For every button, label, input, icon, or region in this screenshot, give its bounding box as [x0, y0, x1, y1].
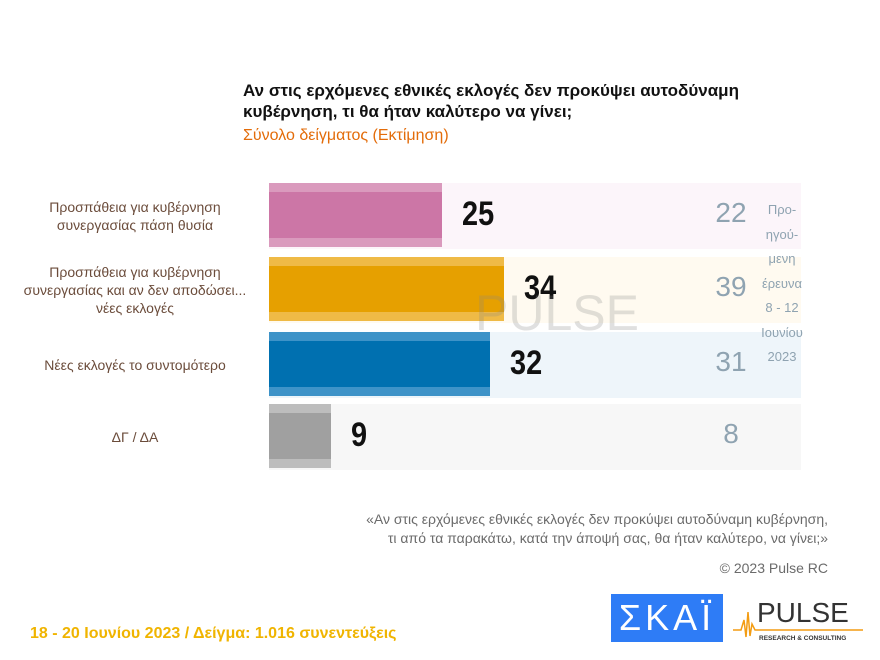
question-footnote: «Αν στις ερχόμενες εθνικές εκλογές δεν π…: [366, 510, 828, 548]
data-label: 32: [510, 344, 543, 382]
note-line: 8 - 12: [765, 300, 799, 315]
previous-survey-note: Προ-ηγού-μενη έρευνα 8 - 12 Ιουνίου 2023: [752, 198, 812, 370]
copyright: © 2023 Pulse RC: [719, 560, 828, 576]
bar: [269, 332, 491, 396]
chart-title: Αν στις ερχόμενες εθνικές εκλογές δεν πρ…: [243, 81, 739, 121]
bar-track: 25 22: [269, 183, 801, 249]
category-label: ΔΓ / ΔΑ: [111, 429, 159, 445]
previous-value: 22: [715, 197, 747, 228]
note-line: μενη: [768, 251, 796, 266]
chart-subtitle: Σύνολο δείγματος (Εκτίμηση): [243, 127, 449, 144]
pulse-watermark: PULSE: [475, 285, 639, 341]
category-label: Προσπάθεια για κυβέρνηση συνεργασίας πάσ…: [49, 199, 221, 233]
pulse-logo: PULSE RESEARCH & CONSULTING: [733, 597, 863, 642]
previous-value: 31: [715, 346, 747, 377]
note-line: Ιουνίου: [761, 324, 803, 340]
bar-track: 34 39: [269, 257, 801, 323]
data-label: 25: [461, 195, 494, 233]
data-label: 9: [351, 416, 368, 454]
bar: [269, 404, 332, 468]
bar-core: [269, 192, 442, 238]
note-line: έρευνα: [761, 275, 803, 291]
bar-core: [269, 341, 491, 387]
note-line: Προ-: [767, 202, 797, 217]
category-label: Προσπάθεια για κυβέρνηση συνεργασίας και…: [23, 264, 247, 316]
bar-core: [269, 413, 332, 459]
previous-value: 8: [723, 418, 739, 449]
footnote-line: «Αν στις ερχόμενες εθνικές εκλογές δεν π…: [366, 511, 828, 527]
survey-info: 18 - 20 Ιουνίου 2023 / Δείγμα: 1.016 συν…: [30, 625, 397, 642]
skai-logo: ΣΚΑΪ: [611, 594, 723, 642]
watermark-text: PULSE: [475, 285, 639, 341]
category-label: Νέες εκλογές το συντομότερο: [44, 357, 226, 373]
bar-core: [269, 266, 504, 312]
bar-track: 32 31: [269, 332, 801, 398]
footnote-line: τι από τα παρακάτω, κατά την άποψή σας, …: [387, 530, 828, 546]
bar: [269, 183, 442, 247]
note-line: 2023: [767, 349, 797, 364]
note-line: ηγού-: [765, 226, 799, 242]
pulse-logo-subtext: RESEARCH & CONSULTING: [759, 635, 846, 642]
bar: [269, 257, 504, 321]
pulse-logo-text: PULSE: [757, 597, 849, 628]
data-label: 34: [523, 269, 557, 307]
previous-value: 39: [715, 271, 747, 302]
